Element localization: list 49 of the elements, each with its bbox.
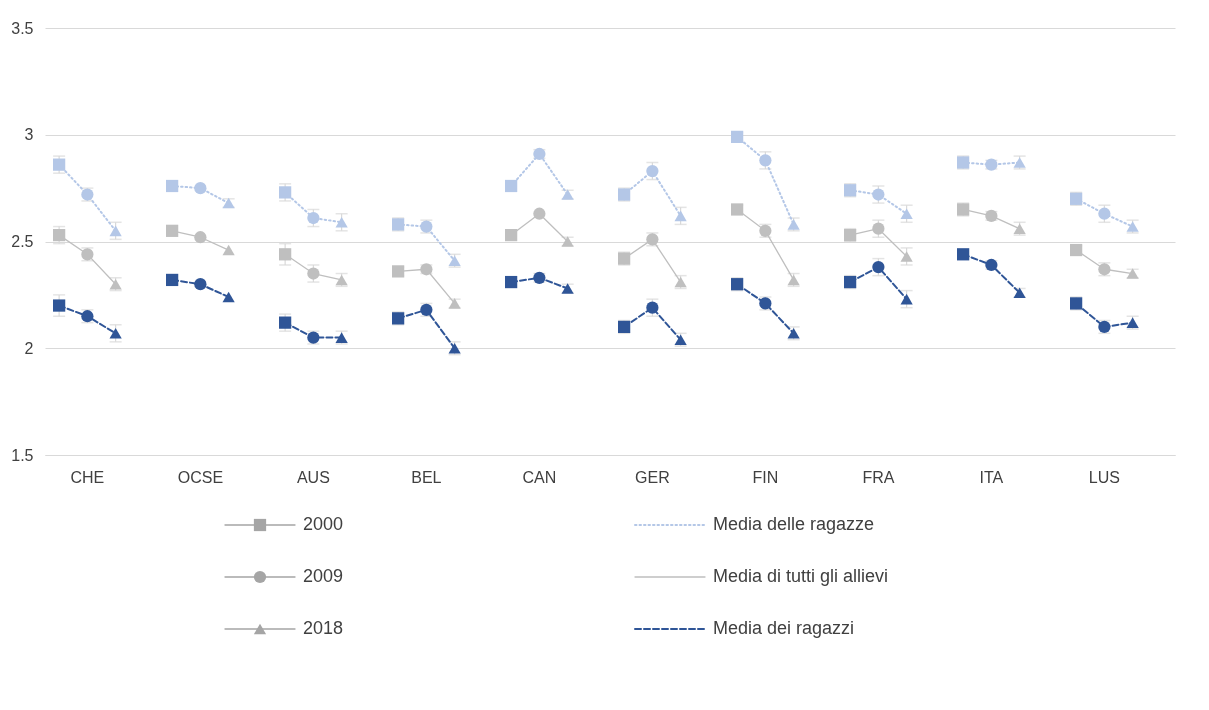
point bbox=[166, 273, 179, 287]
point bbox=[900, 208, 913, 220]
y-tick-label: 2.5 bbox=[11, 233, 34, 250]
point bbox=[279, 248, 292, 261]
point bbox=[194, 231, 207, 244]
point bbox=[505, 228, 518, 242]
x-tick-label: AUS bbox=[296, 468, 330, 486]
point bbox=[731, 130, 744, 144]
y-tick-label: 1.5 bbox=[11, 446, 34, 464]
point bbox=[166, 179, 179, 193]
point bbox=[166, 224, 179, 237]
legend-label: Media delle ragazze bbox=[713, 514, 875, 534]
point bbox=[109, 225, 122, 237]
point bbox=[533, 207, 546, 220]
legend-label: 2018 bbox=[303, 618, 344, 638]
point bbox=[674, 210, 687, 222]
y-tick-label: 2 bbox=[24, 339, 34, 357]
point bbox=[731, 203, 744, 216]
point bbox=[872, 261, 885, 274]
x-tick-label: FRA bbox=[862, 468, 895, 486]
y-tick-label: 3 bbox=[24, 126, 34, 144]
point bbox=[1070, 243, 1083, 257]
point bbox=[900, 293, 913, 305]
x-tick-label: OCSE bbox=[177, 468, 224, 486]
legend-label: 2000 bbox=[303, 514, 344, 534]
x-tick-label: CHE bbox=[70, 468, 105, 486]
point bbox=[335, 216, 348, 228]
x-tick-label: GER bbox=[635, 468, 670, 486]
x-tick-label: FIN bbox=[752, 468, 779, 486]
point bbox=[109, 328, 122, 339]
point bbox=[392, 265, 405, 278]
legend-label: Media dei ragazzi bbox=[713, 618, 855, 638]
point bbox=[1098, 207, 1111, 220]
legend-label: Media di tutti gli allievi bbox=[713, 566, 889, 586]
y-tick-label: 3.5 bbox=[11, 19, 34, 37]
point bbox=[53, 299, 66, 312]
point bbox=[900, 251, 913, 262]
point bbox=[194, 278, 207, 291]
point bbox=[505, 179, 518, 193]
point bbox=[505, 275, 518, 289]
legend-label: 2009 bbox=[303, 566, 344, 586]
x-tick-label: BEL bbox=[411, 468, 442, 486]
x-tick-label: ITA bbox=[979, 468, 1004, 486]
x-tick-label: LUS bbox=[1088, 468, 1120, 486]
point bbox=[222, 291, 235, 303]
point bbox=[194, 182, 207, 195]
point bbox=[222, 244, 235, 256]
x-tick-label: CAN bbox=[522, 468, 557, 486]
point bbox=[957, 248, 970, 261]
